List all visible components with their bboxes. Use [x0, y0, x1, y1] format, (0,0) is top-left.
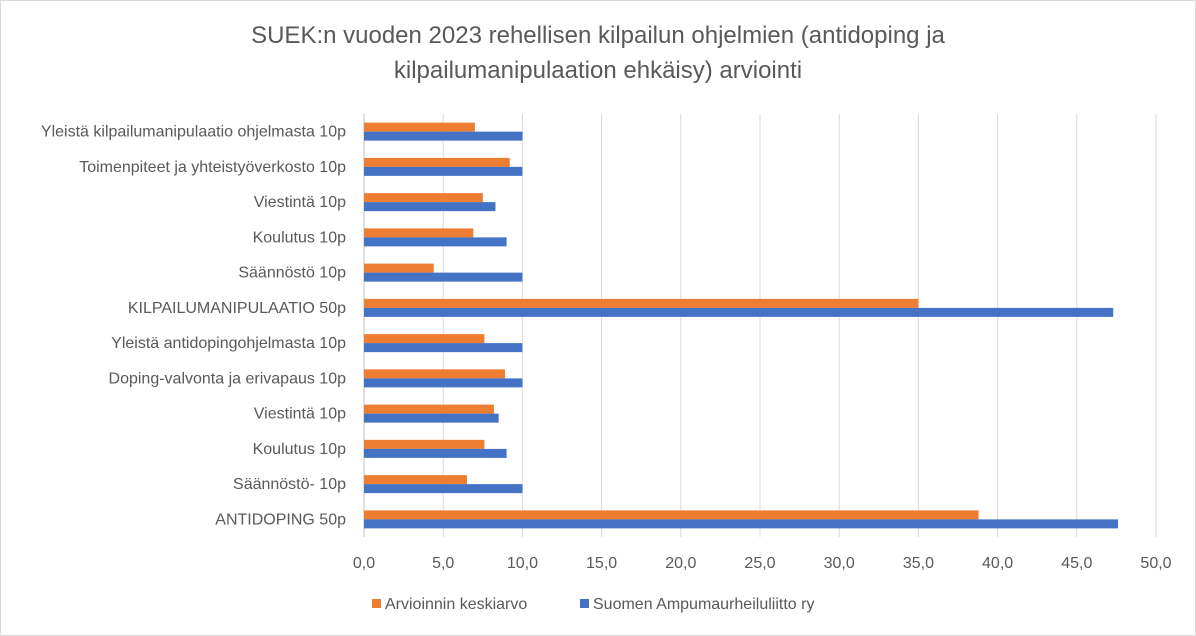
x-tick-label: 50,0 [1140, 555, 1171, 572]
bar-arvioinnin-keskiarvo [364, 122, 475, 132]
bar-suomen-ampumaurheiluliitto [364, 131, 523, 141]
category-label: Viestintä 10p [254, 406, 346, 423]
category-label: Viestintä 10p [254, 194, 346, 211]
bar-suomen-ampumaurheiluliitto [364, 519, 1118, 529]
bar-arvioinnin-keskiarvo [364, 334, 485, 344]
x-tick-label: 15,0 [586, 555, 617, 572]
gridlines [363, 114, 1157, 537]
bar-arvioinnin-keskiarvo [364, 193, 483, 203]
bar-suomen-ampumaurheiluliitto [364, 166, 523, 176]
bar-arvioinnin-keskiarvo [364, 439, 485, 449]
category-label: KILPAILUMANIPULAATIO 50p [128, 300, 346, 317]
legend-swatch [580, 599, 589, 608]
x-tick-label: 35,0 [903, 555, 934, 572]
category-label: Yleistä kilpailumanipulaatio ohjelmasta … [41, 124, 346, 141]
bar-arvioinnin-keskiarvo [364, 298, 919, 308]
bar-suomen-ampumaurheiluliitto [364, 237, 507, 247]
category-label: Säännöstö- 10p [233, 476, 346, 493]
x-tick-label: 30,0 [824, 555, 855, 572]
bar-arvioinnin-keskiarvo [364, 404, 494, 414]
legend: Arvioinnin keskiarvo Suomen Ampumaurheilu… [372, 596, 814, 613]
chart-title: SUEK:n vuoden 2023 rehellisen kilpailun … [0, 18, 1196, 88]
x-tick-label: 20,0 [665, 555, 696, 572]
bar-suomen-ampumaurheiluliitto [364, 448, 507, 458]
category-labels: Yleistä kilpailumanipulaatio ohjelmasta … [41, 124, 346, 529]
x-tick-label: 0,0 [353, 555, 375, 572]
category-label: Doping-valvonta ja erivapaus 10p [109, 370, 347, 387]
bar-suomen-ampumaurheiluliitto [364, 413, 499, 423]
legend-swatch [372, 599, 381, 608]
legend-label: Suomen Ampumaurheiluliitto ry [593, 596, 814, 613]
bar-arvioinnin-keskiarvo [364, 228, 474, 238]
bar-arvioinnin-keskiarvo [364, 475, 467, 485]
chart-title-line-1: SUEK:n vuoden 2023 rehellisen kilpailun … [251, 22, 945, 49]
bar-arvioinnin-keskiarvo [364, 157, 510, 167]
category-label: Koulutus 10p [253, 229, 347, 246]
x-tick-label: 25,0 [744, 555, 775, 572]
bar-suomen-ampumaurheiluliitto [364, 343, 523, 353]
bar-suomen-ampumaurheiluliitto [364, 378, 523, 388]
category-label: Yleistä antidopingohjelmasta 10p [111, 335, 346, 352]
bar-suomen-ampumaurheiluliitto [364, 202, 496, 212]
legend-label: Arvioinnin keskiarvo [385, 596, 527, 613]
bar-arvioinnin-keskiarvo [364, 369, 505, 379]
category-label: Toimenpiteet ja yhteistyöverkosto 10p [79, 159, 346, 176]
x-tick-label: 5,0 [432, 555, 454, 572]
category-label: ANTIDOPING 50p [215, 511, 346, 528]
bar-suomen-ampumaurheiluliitto [364, 272, 523, 282]
x-tick-label: 40,0 [982, 555, 1013, 572]
category-label: Säännöstö 10p [238, 265, 346, 282]
x-axis-tick-labels: 0,0 5,0 10,0 15,0 20,0 25,0 30,0 35,0 40,0 45,0 50… [353, 555, 1172, 572]
bars [364, 122, 1118, 529]
bar-suomen-ampumaurheiluliitto [364, 484, 523, 494]
bar-arvioinnin-keskiarvo [364, 263, 434, 273]
category-label: Koulutus 10p [253, 441, 347, 458]
chart-title-line-2: kilpailumanipulaation ehkäisy) arviointi [393, 57, 803, 84]
bar-arvioinnin-keskiarvo [364, 510, 979, 520]
x-tick-label: 10,0 [507, 555, 538, 572]
x-tick-label: 45,0 [1061, 555, 1092, 572]
bar-suomen-ampumaurheiluliitto [364, 307, 1114, 317]
